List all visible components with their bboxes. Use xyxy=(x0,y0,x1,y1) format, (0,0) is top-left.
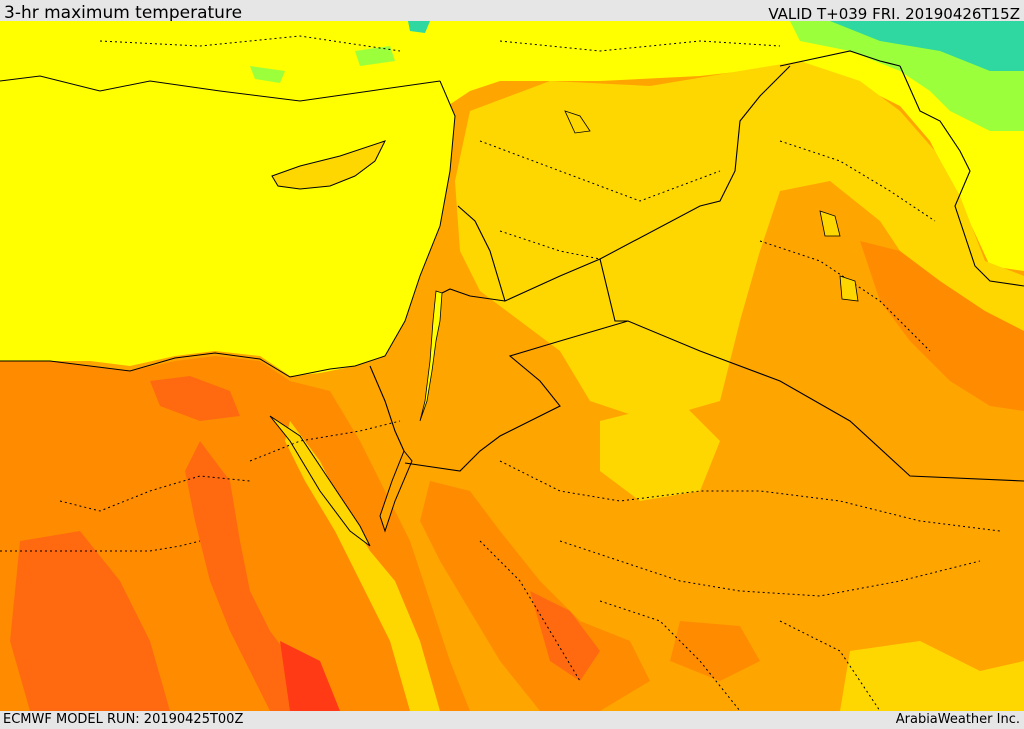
green-patch-2 xyxy=(355,46,395,66)
teal-patch xyxy=(408,21,430,33)
province-border-3 xyxy=(249,420,401,462)
province-border-7 xyxy=(779,620,881,711)
temperature-map xyxy=(0,21,1024,711)
western-desert-hot-zone xyxy=(10,531,170,711)
map-title: 3-hr maximum temperature xyxy=(4,3,243,23)
lake-habbaniyah xyxy=(839,275,859,302)
province-border-12 xyxy=(779,140,936,222)
arabia-orange-patch xyxy=(670,621,760,681)
mediterranean-sea xyxy=(0,76,455,376)
province-border-2 xyxy=(59,475,251,512)
iraq-iran-border xyxy=(899,65,1024,287)
turkey-syria-border xyxy=(779,50,901,67)
highland-teal-zone xyxy=(830,21,1024,71)
province-borders xyxy=(0,35,1001,711)
province-border-11 xyxy=(759,240,931,352)
arabia-south-gold-patch xyxy=(840,641,1024,711)
lake-assad xyxy=(564,110,591,134)
south-iraq-orange-zone xyxy=(860,241,1024,411)
model-run-label: ECMWF MODEL RUN: 20190425T00Z xyxy=(3,712,244,727)
northern-yellow-zone xyxy=(0,21,1024,271)
jordan-valley xyxy=(419,290,443,422)
turkey-coastline xyxy=(0,75,441,102)
province-border-8 xyxy=(479,540,581,682)
syria-iraq-warm-zone xyxy=(455,61,1024,421)
egypt-israel-border xyxy=(369,365,405,452)
lake-tharthar xyxy=(819,210,841,237)
province-border-14 xyxy=(499,40,781,52)
province-border-10 xyxy=(499,230,601,260)
jordan-syria-border xyxy=(441,288,506,302)
footer-bar: ECMWF MODEL RUN: 20190425T00Z ArabiaWeat… xyxy=(0,711,1024,729)
nile-valley-hot-zone xyxy=(185,441,330,711)
arabia-gold-patch xyxy=(600,401,720,501)
green-patch-1 xyxy=(250,66,285,83)
valid-time: VALID T+039 FRI. 20190426T15Z xyxy=(768,5,1020,23)
gulf-of-aqaba xyxy=(379,450,413,533)
mediterranean-coastline xyxy=(0,80,456,378)
province-border-6 xyxy=(599,600,741,711)
jordan-saudi-border xyxy=(404,320,629,472)
header-bar: 3-hr maximum temperature VALID T+039 FRI… xyxy=(0,0,1024,23)
temperature-map-svg xyxy=(0,21,1024,711)
province-border-1 xyxy=(0,540,201,552)
iraq-amber-zone xyxy=(720,206,1024,501)
province-border-13 xyxy=(99,35,401,52)
hejaz-hot-patch xyxy=(530,591,600,681)
upper-egypt-red-zone xyxy=(280,641,340,711)
credit-label: ArabiaWeather Inc. xyxy=(895,712,1020,727)
iraq-saudi-border xyxy=(599,258,1024,482)
syria-iraq-border xyxy=(457,65,791,302)
delta-hot-patch xyxy=(150,376,240,421)
gulf-of-suez xyxy=(269,415,371,547)
cyprus-island xyxy=(271,140,386,190)
